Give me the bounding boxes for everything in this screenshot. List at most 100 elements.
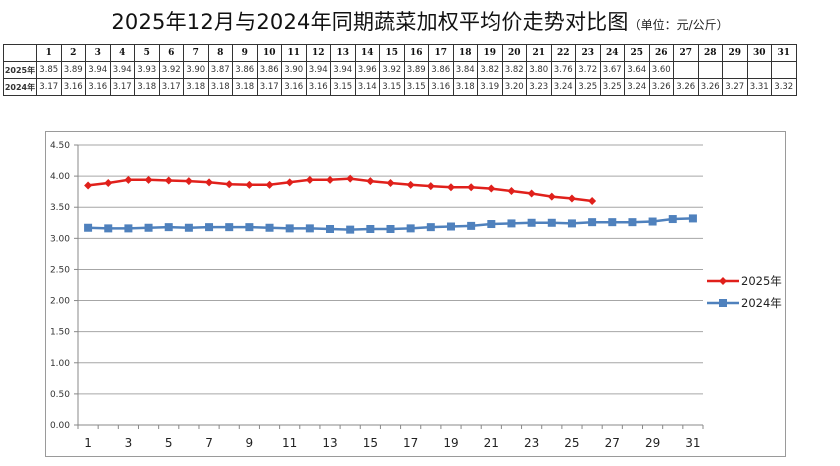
price-cell: 3.96 xyxy=(354,61,380,79)
x-tick-label: 21 xyxy=(484,436,499,450)
data-point xyxy=(245,223,254,232)
price-cell: 3.82 xyxy=(477,61,503,79)
y-tick-label: 1.00 xyxy=(50,359,70,369)
y-tick-label: 2.50 xyxy=(50,265,70,275)
x-tick-label: 23 xyxy=(524,436,539,450)
price-cell: 3.18 xyxy=(232,78,258,96)
day-header: 18 xyxy=(452,44,478,62)
price-cell: 3.94 xyxy=(109,61,135,79)
price-cell: 3.60 xyxy=(648,61,674,79)
data-point xyxy=(567,219,576,228)
price-cell: 3.15 xyxy=(379,78,405,96)
data-point xyxy=(608,218,617,227)
day-header: 10 xyxy=(256,44,282,62)
price-cell: 3.15 xyxy=(403,78,429,96)
price-cell: 3.16 xyxy=(60,78,86,96)
data-point xyxy=(164,223,173,232)
data-point xyxy=(144,175,153,184)
y-tick-label: 3.50 xyxy=(50,203,70,213)
price-cell: 3.32 xyxy=(771,78,797,96)
price-cell: 3.94 xyxy=(85,61,111,79)
price-cell xyxy=(746,61,772,79)
data-point xyxy=(547,218,556,227)
price-cell xyxy=(697,61,723,79)
data-point xyxy=(366,225,375,233)
data-point xyxy=(84,223,93,232)
price-cell: 3.18 xyxy=(183,78,209,96)
table-corner-cell xyxy=(3,44,37,62)
price-cell: 3.93 xyxy=(134,61,160,79)
price-cell: 3.92 xyxy=(158,61,184,79)
title-main: 2025年12月与2024年同期蔬菜加权平均价走势对比图 xyxy=(111,10,629,34)
data-point xyxy=(285,178,294,187)
data-point xyxy=(588,197,597,205)
day-header: 6 xyxy=(158,44,184,62)
data-point xyxy=(588,218,597,227)
price-table: 1 2 3 4 5 6 7 8 9 10 11 12 13 14 15 16 17 18 19 20 21 22 23 24 2… xyxy=(3,44,797,96)
data-point xyxy=(366,177,375,186)
price-cell: 3.82 xyxy=(501,61,527,79)
day-header: 8 xyxy=(207,44,233,62)
data-point xyxy=(245,180,254,189)
data-point xyxy=(326,175,335,184)
title-unit: （单位：元/公斤） xyxy=(628,18,729,32)
data-point xyxy=(205,178,214,187)
day-header: 24 xyxy=(599,44,625,62)
legend-item-2024: 2024年 xyxy=(707,292,782,314)
legend: 2025年 2024年 xyxy=(707,270,782,314)
day-header: 19 xyxy=(477,44,503,62)
data-point xyxy=(668,215,677,224)
price-cell: 3.90 xyxy=(183,61,209,79)
x-tick-label: 3 xyxy=(125,436,133,450)
data-point xyxy=(305,175,314,184)
y-tick-label: 0.00 xyxy=(50,421,70,431)
price-cell: 3.89 xyxy=(403,61,429,79)
day-header: 31 xyxy=(771,44,797,62)
row-label: 2025年 xyxy=(3,61,37,79)
series-line-2025年 xyxy=(87,177,593,203)
data-point xyxy=(305,224,314,233)
data-point xyxy=(386,225,395,233)
price-cell: 3.26 xyxy=(673,78,699,96)
day-header: 15 xyxy=(379,44,405,62)
data-point xyxy=(104,178,113,187)
price-cell: 3.94 xyxy=(330,61,356,79)
data-point xyxy=(688,214,697,223)
y-tick-label: 0.50 xyxy=(50,390,70,400)
data-point xyxy=(104,224,113,233)
data-point xyxy=(426,182,435,191)
data-point xyxy=(446,222,455,231)
price-cell: 3.16 xyxy=(428,78,454,96)
data-point xyxy=(507,219,516,228)
data-point xyxy=(648,217,657,226)
y-tick-label: 1.50 xyxy=(50,328,70,338)
data-point xyxy=(164,176,173,185)
day-header: 3 xyxy=(85,44,111,62)
price-cell: 3.17 xyxy=(256,78,282,96)
day-header: 22 xyxy=(550,44,576,62)
day-header: 27 xyxy=(673,44,699,62)
diamond-marker-icon xyxy=(707,277,739,285)
day-header: 29 xyxy=(722,44,748,62)
price-cell xyxy=(771,61,797,79)
price-cell: 3.16 xyxy=(305,78,331,96)
price-cell: 3.26 xyxy=(648,78,674,96)
data-point xyxy=(467,221,476,230)
day-header: 17 xyxy=(428,44,454,62)
data-point xyxy=(326,225,335,233)
y-tick-label: 4.00 xyxy=(50,172,70,182)
row-label: 2024年 xyxy=(3,78,37,96)
data-point xyxy=(205,223,214,232)
data-point xyxy=(346,225,355,234)
price-cell: 3.16 xyxy=(85,78,111,96)
table-header-row: 1 2 3 4 5 6 7 8 9 10 11 12 13 14 15 16 17 18 19 20 21 22 23 24 2… xyxy=(3,44,797,62)
price-cell: 3.15 xyxy=(330,78,356,96)
day-header: 4 xyxy=(109,44,135,62)
y-tick-label: 3.00 xyxy=(50,234,70,244)
x-tick-label: 1 xyxy=(84,436,92,450)
day-header: 28 xyxy=(697,44,723,62)
day-header: 1 xyxy=(36,44,62,62)
data-point xyxy=(467,183,476,192)
table-row: 2025年 3.85 3.89 3.94 3.94 3.93 3.92 3.90 3.87 3.8… xyxy=(3,61,797,79)
data-point xyxy=(265,180,274,189)
